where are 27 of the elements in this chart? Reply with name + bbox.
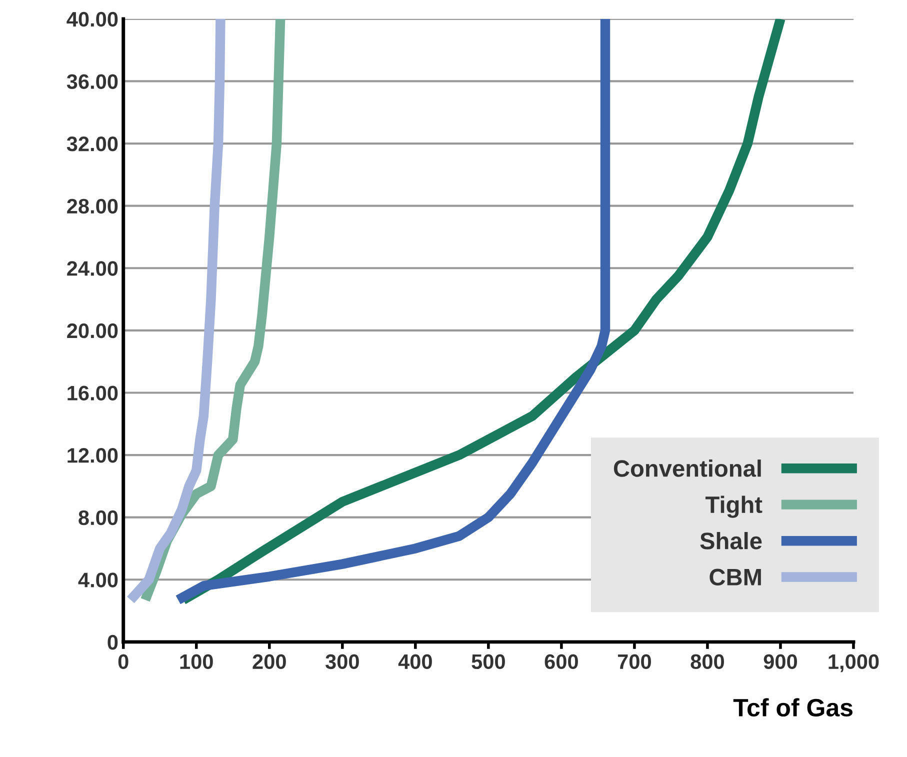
x-tick-label: 800 [690, 654, 724, 670]
x-tick-label: 1,000 [828, 654, 879, 672]
legend-label: Tight [705, 496, 762, 518]
x-tick-label: 900 [764, 654, 797, 670]
x-tick-label: 300 [325, 654, 359, 670]
y-tick-label: 0 [108, 634, 118, 650]
legend-label: Shale [700, 532, 762, 550]
x-tick-label: 0 [118, 654, 128, 670]
y-tick-label: 8.00 [78, 510, 118, 526]
y-tick-label: 28.00 [67, 198, 118, 214]
y-tick-label: 24.00 [67, 261, 118, 276]
x-tick-label: 200 [252, 654, 286, 670]
legend-label: CBM [710, 568, 761, 586]
legend-label: Conventional [614, 460, 761, 477]
y-tick-label: 4.00 [78, 572, 118, 588]
x-tick-label: 100 [180, 654, 213, 670]
y-tick-label: 40.00 [66, 12, 118, 27]
x-tick-label: 600 [544, 654, 578, 670]
y-tick-label: 32.00 [66, 136, 118, 152]
x-tick-label: 500 [472, 654, 505, 670]
x-tick-label: 400 [398, 654, 432, 670]
x-tick-label: 700 [618, 654, 651, 670]
y-tick-label: 12.00 [68, 448, 118, 463]
y-tick-label: 36.00 [66, 74, 118, 90]
y-tick-label: 20.00 [67, 323, 118, 338]
y-tick-label: 16.00 [68, 386, 118, 400]
x-axis-title: Tcf of Gas [733, 698, 852, 717]
